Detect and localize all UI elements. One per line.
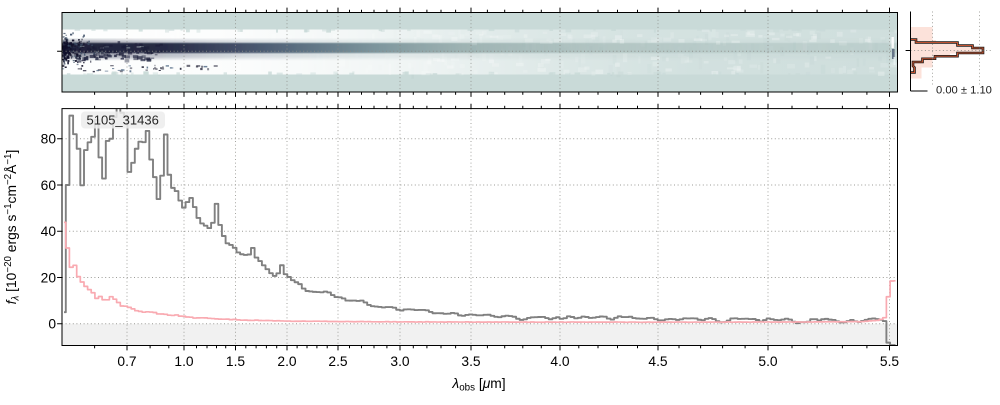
svg-text:60: 60	[41, 178, 57, 193]
svg-text:1.5: 1.5	[226, 354, 246, 369]
svg-text:5.5: 5.5	[880, 354, 900, 369]
svg-text:40: 40	[41, 224, 57, 239]
svg-text:3.5: 3.5	[461, 354, 481, 369]
svg-text:4.0: 4.0	[550, 354, 570, 369]
svg-text:0.00 ± 1.10: 0.00 ± 1.10	[936, 85, 992, 97]
svg-text:2.5: 2.5	[328, 354, 348, 369]
svg-text:0.7: 0.7	[117, 354, 136, 369]
svg-text:5105_31436: 5105_31436	[87, 113, 159, 128]
svg-text:4.5: 4.5	[648, 354, 668, 369]
svg-text:λobs [μm]: λobs [μm]	[451, 376, 505, 394]
svg-text:1.0: 1.0	[174, 354, 194, 369]
svg-text:0: 0	[48, 317, 56, 332]
svg-text:5.0: 5.0	[758, 354, 778, 369]
svg-text:fλ [10−20 ergs s−1cm−2Å−1]: fλ [10−20 ergs s−1cm−2Å−1]	[3, 150, 22, 305]
svg-text:20: 20	[41, 270, 57, 285]
svg-text:2.0: 2.0	[277, 354, 297, 369]
svg-text:80: 80	[41, 132, 57, 147]
svg-text:3.0: 3.0	[390, 354, 410, 369]
